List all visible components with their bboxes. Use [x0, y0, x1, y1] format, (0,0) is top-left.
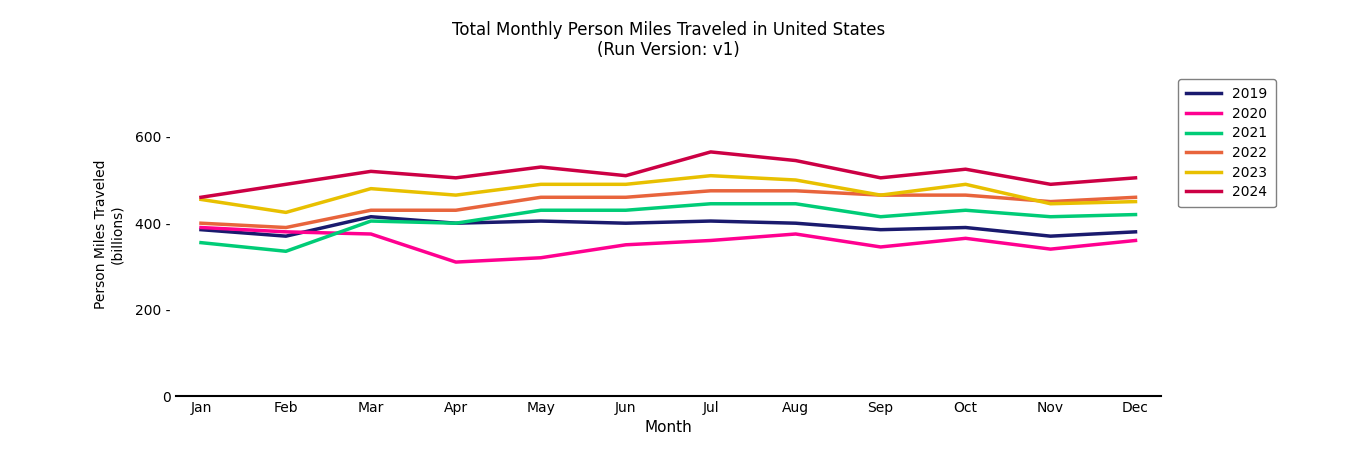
Legend: 2019, 2020, 2021, 2022, 2023, 2024: 2019, 2020, 2021, 2022, 2023, 2024 — [1177, 79, 1276, 207]
2020 — [533, 255, 549, 261]
2020 — [1042, 247, 1058, 252]
2021 — [448, 220, 464, 226]
2022 — [533, 194, 549, 200]
2024 — [787, 158, 803, 163]
2020 — [278, 229, 294, 234]
2021 — [193, 240, 209, 245]
2020 — [363, 231, 379, 237]
2021 — [702, 201, 718, 207]
2024 — [872, 175, 888, 180]
2024 — [363, 169, 379, 174]
X-axis label: Month: Month — [644, 420, 693, 436]
2024 — [193, 194, 209, 200]
2021 — [533, 207, 549, 213]
2019 — [957, 225, 973, 230]
2024 — [533, 164, 549, 170]
2019 — [1042, 234, 1058, 239]
2019 — [618, 220, 634, 226]
2023 — [872, 193, 888, 198]
2023 — [448, 193, 464, 198]
2023 — [533, 182, 549, 187]
Line: 2023: 2023 — [201, 176, 1135, 212]
2024 — [957, 166, 973, 172]
2023 — [957, 182, 973, 187]
2020 — [1127, 238, 1143, 243]
2022 — [193, 220, 209, 226]
2024 — [702, 149, 718, 155]
2021 — [872, 214, 888, 220]
2022 — [787, 188, 803, 194]
2019 — [872, 227, 888, 232]
2020 — [787, 231, 803, 237]
2023 — [193, 197, 209, 202]
2022 — [618, 194, 634, 200]
2022 — [957, 193, 973, 198]
2022 — [278, 225, 294, 230]
2023 — [1042, 201, 1058, 207]
Line: 2021: 2021 — [201, 204, 1135, 251]
2022 — [872, 193, 888, 198]
2020 — [448, 259, 464, 265]
2021 — [278, 248, 294, 254]
2021 — [1042, 214, 1058, 220]
Line: 2024: 2024 — [201, 152, 1135, 197]
2024 — [1042, 182, 1058, 187]
2024 — [278, 182, 294, 187]
Line: 2019: 2019 — [201, 217, 1135, 236]
2021 — [363, 218, 379, 224]
2021 — [1127, 212, 1143, 217]
2023 — [702, 173, 718, 178]
Title: Total Monthly Person Miles Traveled in United States
(Run Version: v1): Total Monthly Person Miles Traveled in U… — [452, 21, 884, 59]
2019 — [278, 234, 294, 239]
2023 — [787, 177, 803, 183]
2020 — [957, 236, 973, 241]
2020 — [872, 244, 888, 250]
2023 — [363, 186, 379, 191]
2021 — [618, 207, 634, 213]
2021 — [957, 207, 973, 213]
2023 — [278, 210, 294, 215]
2023 — [618, 182, 634, 187]
Line: 2020: 2020 — [201, 228, 1135, 262]
2020 — [618, 242, 634, 248]
2019 — [448, 220, 464, 226]
2022 — [1127, 194, 1143, 200]
2019 — [193, 227, 209, 232]
Line: 2022: 2022 — [201, 191, 1135, 228]
2024 — [618, 173, 634, 178]
2020 — [193, 225, 209, 230]
2022 — [448, 207, 464, 213]
2020 — [702, 238, 718, 243]
2021 — [787, 201, 803, 207]
2024 — [1127, 175, 1143, 180]
2023 — [1127, 199, 1143, 204]
Y-axis label: Person Miles Traveled
(billions): Person Miles Traveled (billions) — [93, 159, 124, 309]
2019 — [1127, 229, 1143, 234]
2019 — [702, 218, 718, 224]
2022 — [1042, 199, 1058, 204]
2022 — [702, 188, 718, 194]
2019 — [363, 214, 379, 220]
2019 — [787, 220, 803, 226]
2024 — [448, 175, 464, 180]
2022 — [363, 207, 379, 213]
2019 — [533, 218, 549, 224]
